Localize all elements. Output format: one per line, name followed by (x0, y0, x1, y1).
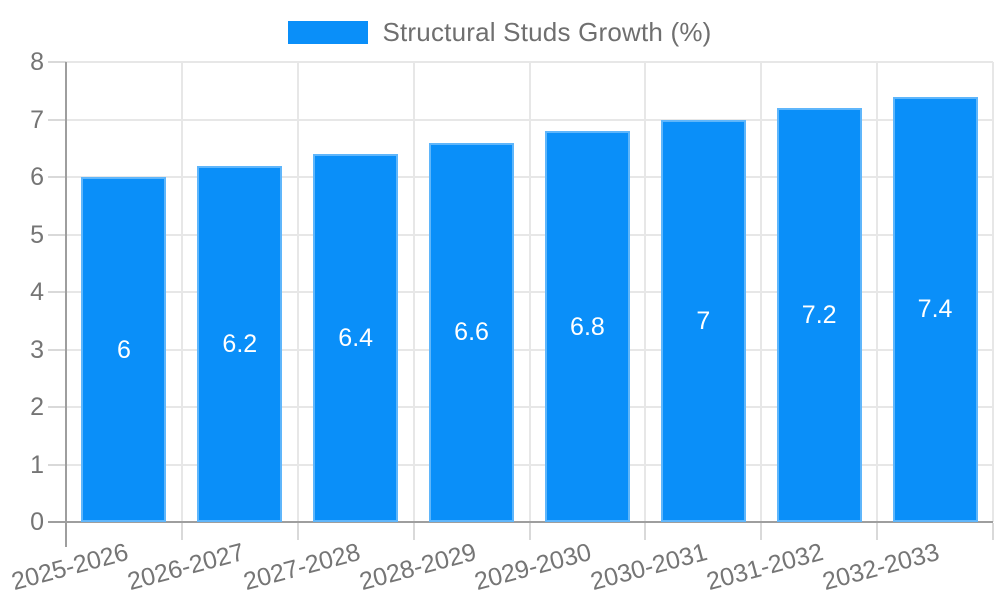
x-tick-2 (296, 523, 299, 540)
bar-2029-2030[interactable] (544, 131, 630, 522)
gridline-x-7 (876, 62, 879, 522)
bar-value-label-2028-2029: 6.6 (454, 318, 489, 347)
y-tick-4 (48, 291, 66, 293)
bar-2025-2026[interactable] (81, 177, 167, 522)
gridline-x-2 (296, 62, 299, 522)
bar-2030-2031[interactable] (660, 119, 746, 522)
y-axis-label-6: 6 (30, 163, 44, 191)
y-tick-6 (48, 176, 66, 178)
bar-2027-2028[interactable] (313, 154, 399, 522)
y-tick-1 (48, 463, 66, 466)
x-tick-4 (528, 523, 531, 540)
x-axis-line (48, 521, 993, 523)
gridline-x-3 (412, 62, 415, 522)
bar-value-label-2025-2026: 6 (116, 335, 131, 364)
x-tick-3 (412, 523, 415, 540)
x-tick-8 (992, 523, 994, 540)
bar-value-label-2029-2030: 6.8 (570, 312, 605, 341)
bar-value-label-2027-2028: 6.4 (338, 324, 374, 352)
gridline-x-8 (992, 62, 994, 522)
y-tick-5 (48, 233, 66, 236)
bar-2026-2027[interactable] (197, 165, 283, 522)
y-axis-label-8: 8 (30, 48, 44, 76)
y-axis-label-1: 1 (30, 450, 44, 479)
bar-2032-2033[interactable] (892, 96, 978, 522)
gridline-x-4 (528, 62, 531, 522)
y-axis-label-4: 4 (30, 278, 44, 306)
bar-2028-2029[interactable] (429, 142, 515, 522)
x-tick-6 (760, 523, 763, 540)
y-tick-3 (48, 348, 66, 351)
bar-value-label-2031-2032: 7.2 (801, 301, 837, 329)
x-tick-7 (876, 523, 879, 540)
legend[interactable]: Structural Studs Growth (%) (0, 14, 1000, 50)
y-axis-label-5: 5 (30, 220, 44, 249)
y-axis-line (65, 62, 67, 547)
bar-value-label-2032-2033: 7.4 (917, 295, 953, 324)
x-tick-5 (644, 523, 647, 540)
y-tick-8 (48, 61, 66, 63)
bar-value-label-2030-2031: 7 (696, 306, 711, 335)
y-tick-7 (48, 118, 66, 121)
legend-label: Structural Studs Growth (%) (382, 16, 712, 47)
y-axis-label-3: 3 (30, 335, 44, 364)
gridline-x-5 (644, 62, 647, 522)
y-axis-label-0: 0 (30, 508, 44, 536)
legend-swatch (288, 20, 369, 44)
y-axis-label-2: 2 (30, 393, 44, 421)
x-tick-1 (180, 523, 183, 540)
bar-2031-2032[interactable] (776, 108, 862, 522)
y-axis-label-7: 7 (30, 105, 44, 134)
bar-value-label-2026-2027: 6.2 (222, 329, 258, 358)
gridline-x-1 (180, 62, 183, 522)
gridline-x-6 (760, 62, 763, 522)
y-tick-2 (48, 406, 66, 408)
